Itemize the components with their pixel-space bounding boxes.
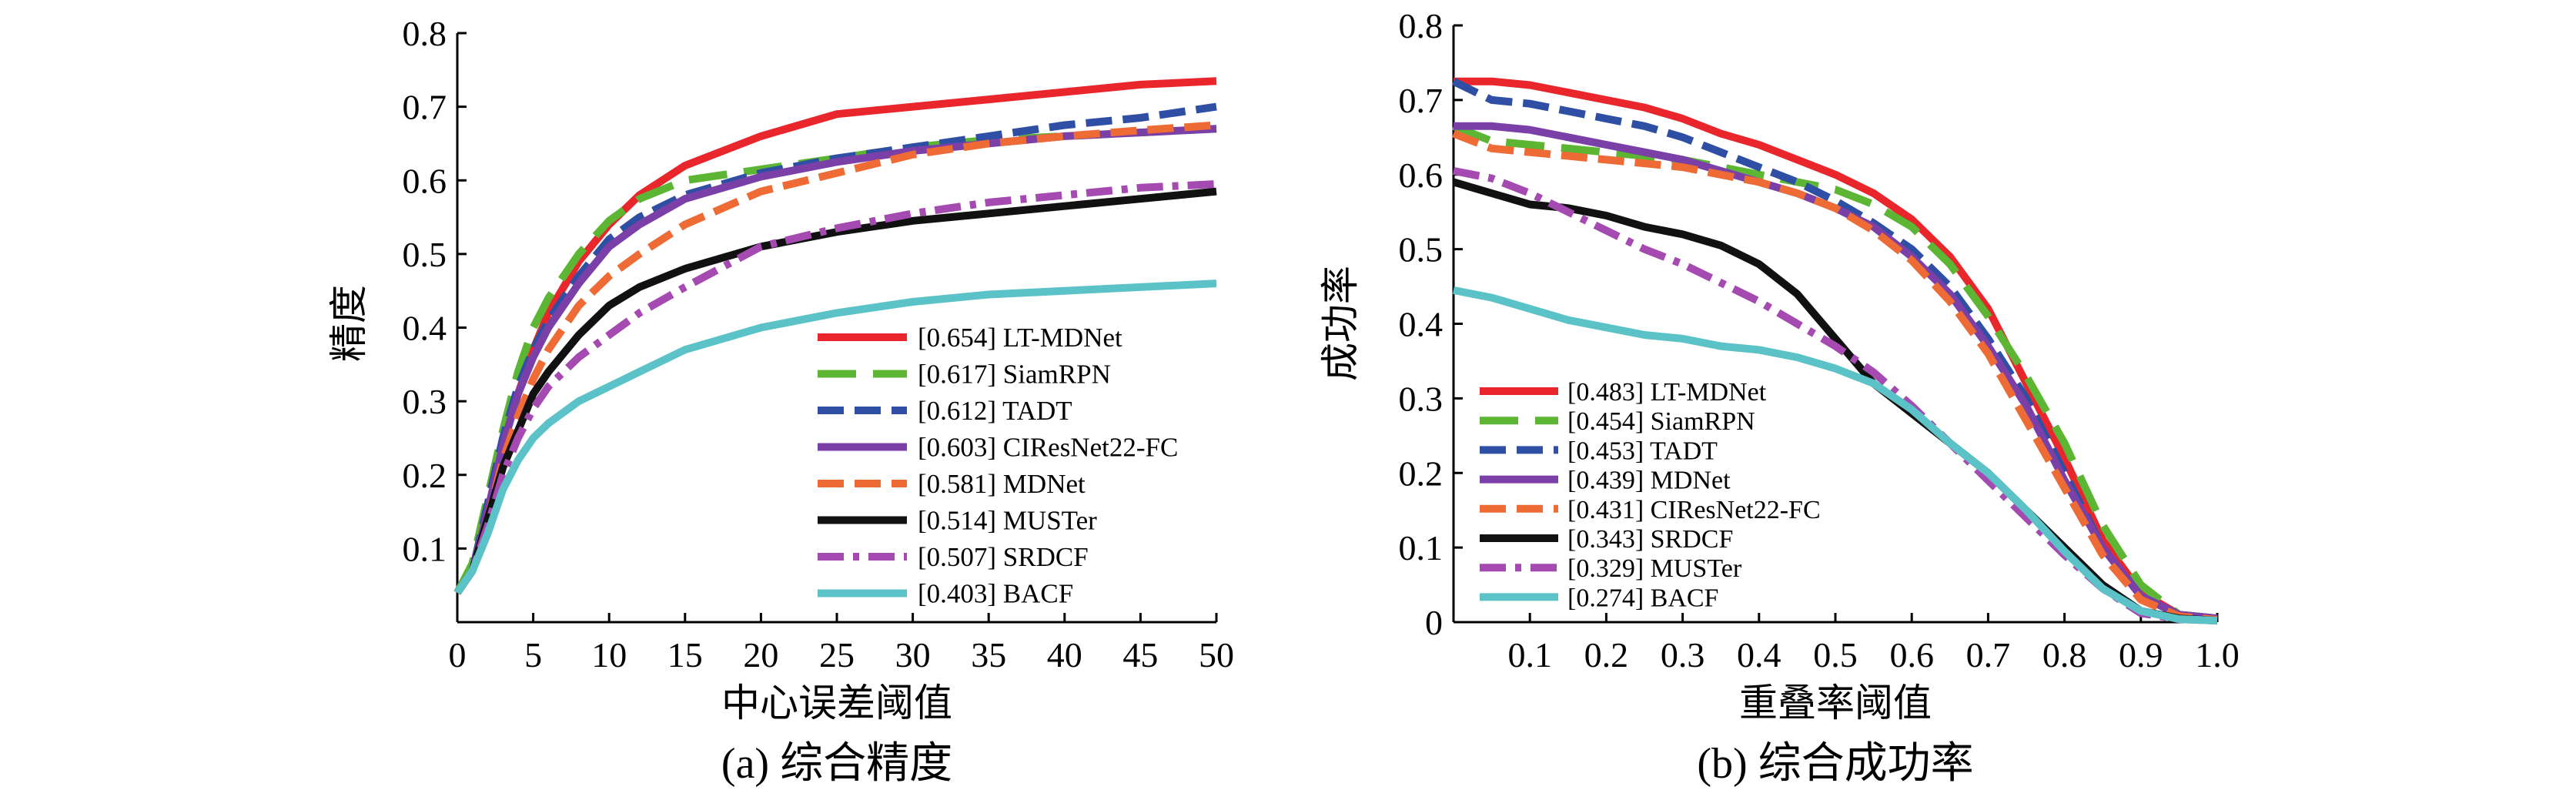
y-tick-label: 0.1: [403, 529, 447, 568]
series-line-0: [1454, 77, 2218, 623]
y-tick-label: 0.2: [1399, 454, 1444, 493]
x-tick-label: 0.4: [1737, 635, 1781, 674]
y-tick-label: 0.8: [1399, 6, 1444, 45]
x-tick-label: 0.3: [1661, 635, 1705, 674]
legend-label-4: [0.431] CIResNet22-FC: [1567, 496, 1821, 524]
series-line-1: [1452, 122, 2218, 623]
x-tick-label: 0.9: [2119, 635, 2163, 674]
y-tick-label: 0.4: [1399, 305, 1444, 344]
x-tick-label: 50: [1199, 635, 1234, 674]
legend-label-1: [0.454] SiamRPN: [1567, 407, 1755, 436]
x-tick-label: 0.8: [2042, 635, 2087, 674]
series-line-6: [453, 180, 1217, 595]
y-tick-label: 0.4: [403, 309, 447, 348]
x-tick-label: 0.6: [1889, 635, 1934, 674]
x-tick-label: 5: [524, 635, 542, 674]
x-tick-label: 0.2: [1584, 635, 1629, 674]
legend-label-7: [0.403] BACF: [918, 579, 1073, 609]
legend: [0.483] LT-MDNet[0.454] SiamRPN[0.453] T…: [1480, 378, 1821, 612]
chart-caption: (b) 综合成功率: [1697, 740, 1973, 788]
y-axis-label: 成功率: [1319, 266, 1362, 381]
legend-label-1: [0.617] SiamRPN: [918, 360, 1111, 390]
series-line-7: [453, 279, 1217, 595]
y-tick-label: 0.5: [1399, 230, 1444, 269]
y-tick-label: 0.2: [403, 456, 447, 495]
legend-label-4: [0.581] MDNet: [918, 469, 1086, 499]
x-tick-label: 0: [449, 635, 467, 674]
legend-label-2: [0.612] TADT: [918, 396, 1072, 426]
x-tick-label: 25: [819, 635, 855, 674]
legend: [0.654] LT-MDNet [0.617] SiamRPN [0.612] T…: [818, 323, 1178, 609]
x-tick-label: 1.0: [2195, 635, 2240, 674]
x-axis-label: 重叠率阈值: [1739, 681, 1932, 725]
x-tick-label: 0.7: [1966, 635, 2011, 674]
series-line-4: [1452, 129, 2218, 624]
legend-label-5: [0.514] MUSTer: [918, 506, 1097, 536]
x-tick-label: 40: [1047, 635, 1082, 674]
y-axis-label: 精度: [327, 285, 370, 362]
legend-label-3: [0.439] MDNet: [1567, 467, 1731, 495]
legend-label-0: [0.483] LT-MDNet: [1567, 378, 1767, 407]
x-tick-label: 30: [895, 635, 931, 674]
y-tick-label: 0.6: [403, 161, 447, 200]
y-tick-label: 0.8: [403, 14, 447, 53]
chart-b: 0.1 0.2 0.3 0.4 0.5 0.6 0.7 0.8 0.9 1.0 0 0.1 0.2 0.3…: [1319, 6, 2240, 788]
x-tick-label: 15: [667, 635, 703, 674]
y-tick-label: 0.6: [1399, 156, 1444, 195]
legend-label-0: [0.654] LT-MDNet: [918, 323, 1122, 353]
y-tick-label: 0: [1425, 603, 1443, 642]
legend-label-6: [0.329] MUSTer: [1567, 554, 1742, 583]
legend-label-2: [0.453] TADT: [1567, 437, 1718, 465]
y-tick-label: 0.1: [1399, 528, 1444, 567]
series-line-7: [1453, 286, 2218, 625]
x-tick-label: 45: [1122, 635, 1158, 674]
x-tick-label: 0.1: [1507, 635, 1552, 674]
legend-label-7: [0.274] BACF: [1567, 584, 1718, 612]
x-tick-label: 0.5: [1813, 635, 1858, 674]
x-tick-label: 35: [971, 635, 1006, 674]
x-tick-label: 10: [591, 635, 627, 674]
x-axis-label: 中心误差阈值: [721, 681, 952, 725]
legend-label-3: [0.603] CIResNet22-FC: [918, 433, 1178, 463]
x-tick-label: 20: [743, 635, 778, 674]
y-tick-label: 0.3: [1399, 379, 1444, 418]
chart-caption: (a) 综合精度: [721, 740, 952, 788]
y-tick-label: 0.3: [403, 382, 447, 421]
legend-label-5: [0.343] SRDCF: [1567, 525, 1733, 554]
y-tick-label: 0.7: [403, 88, 447, 127]
y-tick-label: 0.5: [403, 235, 447, 274]
legend-label-6: [0.507] SRDCF: [918, 542, 1089, 572]
series-line-5: [453, 187, 1217, 595]
chart-a: 0 5 10 15 20 25 30 35 40 45 50 0.1 0.2 0.3 0.4 0.5 0.6 0.…: [327, 14, 1234, 788]
y-tick-label: 0.7: [1399, 81, 1444, 120]
